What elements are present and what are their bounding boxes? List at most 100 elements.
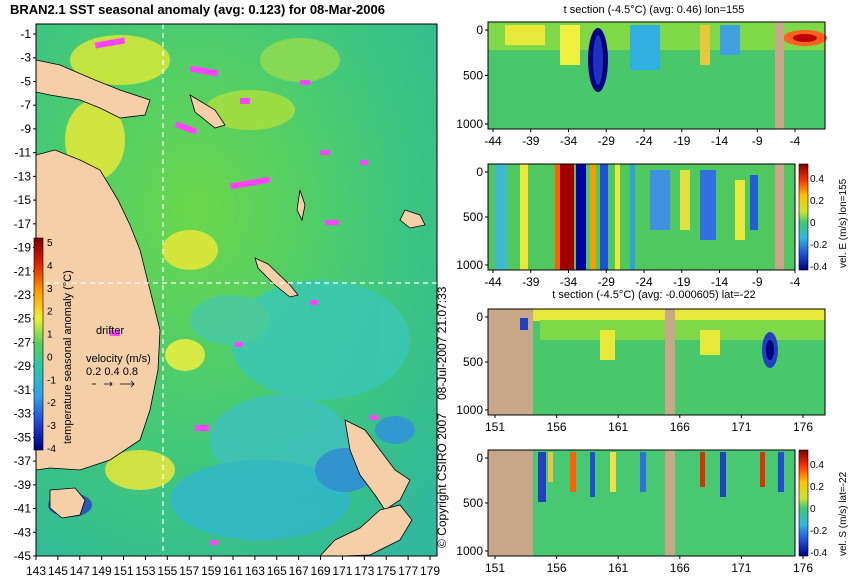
section-y-tick-label: 0 (476, 165, 483, 179)
map-colorbar-tick-label: -2 (47, 398, 56, 409)
map-lat-tick-label: -25 (14, 312, 32, 326)
section-y-tick-label: 1000 (456, 544, 483, 558)
panel2-colorbar-label: vel. E (m/s) lon=155 (838, 178, 849, 268)
map-lat-axis: -1 -3 -5 -7 -9 -11 -13 -15 -17 -19 -21 -23 -25 -27 -29… (14, 27, 36, 563)
section-x-tick-label: -29 (598, 275, 616, 289)
section-y-tick-label: 1000 (456, 258, 483, 272)
copyright-text: © Copyright CSIRO 2007 (435, 413, 449, 548)
map-lat-tick-label: -33 (14, 407, 32, 421)
map-lat-tick-label: -13 (14, 169, 32, 183)
section-colorbar-tick-label: -0.2 (810, 526, 828, 537)
section-x-tick-label: 161 (608, 420, 628, 434)
map-lon-tick-label: 143 (26, 564, 46, 578)
velocity-legend-arrows (92, 380, 135, 388)
section-colorbar-tick-label: -0.4 (810, 262, 828, 273)
panel2-axes: 0 500 1000-44 -39 -34 -29 -24 -19 -14 -9 -4 0.4 0.2 0… (456, 165, 827, 289)
section-y-tick-label: 500 (463, 355, 483, 369)
section-y-tick-label: 500 (463, 69, 483, 83)
map-lat-tick-label: -5 (20, 74, 31, 88)
section-y-tick-label: 1000 (456, 117, 483, 131)
map-lat-tick-label: -37 (14, 454, 32, 468)
map-lat-tick-label: -9 (20, 122, 31, 136)
land-vanuatu (296, 189, 306, 222)
section-x-tick-label: -39 (522, 275, 540, 289)
map-colorbar-ticks: 5 4 3 2 1 0 -1 -2 -3 -4 (47, 238, 56, 455)
land-tasmania (49, 487, 86, 519)
section-x-tick-label: -4 (790, 275, 801, 289)
map-colorbar-tick-label: 1 (47, 330, 53, 341)
section-x-tick-label: -24 (635, 275, 653, 289)
map-lon-tick-label: 151 (114, 564, 134, 578)
drifter-legend-label: drifter (96, 325, 124, 337)
map-plot (36, 24, 437, 556)
map-lon-tick-label: 147 (70, 564, 90, 578)
map-lon-tick-label: 173 (354, 564, 374, 578)
map-lat-tick-label: -17 (14, 217, 32, 231)
section-x-tick-label: 151 (485, 561, 505, 575)
map-colorbar (33, 237, 44, 451)
velocity-legend-label: velocity (m/s) (86, 353, 151, 365)
map-colorbar-tick-label: 2 (47, 307, 53, 318)
map-colorbar-tick-label: 5 (47, 238, 53, 249)
map-lon-tick-label: 157 (179, 564, 199, 578)
map-colorbar-label: temperature seasonal anomaly (°C) (62, 270, 74, 444)
panel4-plot (488, 450, 795, 556)
anomaly-patches (65, 35, 340, 490)
section-x-tick-label: 151 (485, 420, 505, 434)
map-lat-tick-label: -21 (14, 264, 32, 278)
map-lon-tick-label: 169 (311, 564, 331, 578)
map-lat-tick-label: -11 (15, 146, 32, 160)
map-lon-tick-label: 155 (157, 564, 177, 578)
section-x-tick-label: -34 (560, 275, 578, 289)
section-x-tick-label: -24 (635, 134, 653, 148)
map-lon-axis: 143 145 147 149 151 153 155 157 159 161 163 165 167 1… (26, 556, 440, 578)
map-lat-tick-label: -7 (20, 98, 31, 112)
section-x-tick-label: 176 (793, 561, 813, 575)
section-x-tick-label: 156 (547, 561, 567, 575)
section-x-tick-label: -19 (673, 134, 691, 148)
map-colorbar-tick-label: 4 (47, 261, 53, 272)
section-x-tick-label: 166 (670, 420, 690, 434)
map-lon-tick-label: 163 (245, 564, 265, 578)
panel1-title: t section (-4.5°C) (avg: 0.46) lon=155 (564, 4, 745, 16)
section-y-tick-label: 0 (476, 23, 483, 37)
panel4-colorbar-label: vel. S (m/s) lat=-22 (838, 471, 849, 556)
section-y-tick-label: 0 (476, 310, 483, 324)
section-x-tick-label: -44 (484, 134, 502, 148)
section-y-tick-label: 0 (476, 451, 483, 465)
map-colorbar-tick-label: -3 (47, 421, 56, 432)
panel1-axes: 0 500 1000-44 -39 -34 -29 -24 -19 -14 -9 -4 (456, 23, 800, 148)
map-lat-tick-label: -43 (14, 525, 32, 539)
map-lat-tick-label: -3 (20, 51, 31, 65)
map-lon-tick-label: 161 (223, 564, 243, 578)
land-new-zealand-north (344, 419, 411, 511)
map-lat-tick-label: -45 (14, 549, 32, 563)
section-x-tick-label: -39 (522, 134, 540, 148)
map-lat-tick-label: -35 (14, 430, 32, 444)
map-lat-tick-label: -1 (20, 27, 31, 41)
map-lat-tick-label: -23 (14, 288, 32, 302)
section-x-tick-label: -9 (752, 275, 763, 289)
section-colorbar-tick-label: -0.2 (810, 240, 828, 251)
panel3-plot (488, 309, 825, 415)
map-lon-tick-label: 159 (201, 564, 221, 578)
section-colorbar-tick-label: 0.4 (810, 460, 824, 471)
panel3-title: t section (-4.5°C) (avg: -0.000605) lat=… (552, 289, 755, 301)
panel1-plot (488, 22, 827, 129)
map-lon-tick-label: 167 (289, 564, 309, 578)
section-y-tick-label: 1000 (456, 403, 483, 417)
map-lon-tick-label: 153 (135, 564, 155, 578)
section-x-tick-label: 171 (731, 561, 751, 575)
map-title: BRAN2.1 SST seasonal anomaly (avg: 0.123… (10, 2, 385, 17)
section-x-tick-label: 166 (670, 561, 690, 575)
land-new-caledonia (254, 257, 299, 298)
section-x-tick-label: -19 (673, 275, 691, 289)
section-colorbar-tick-label: -0.4 (810, 548, 828, 559)
map-lat-tick-label: -27 (14, 335, 32, 349)
map-lon-tick-label: 179 (420, 564, 440, 578)
map-lat-tick-label: -15 (14, 193, 32, 207)
panel2-colorbar (798, 163, 809, 271)
